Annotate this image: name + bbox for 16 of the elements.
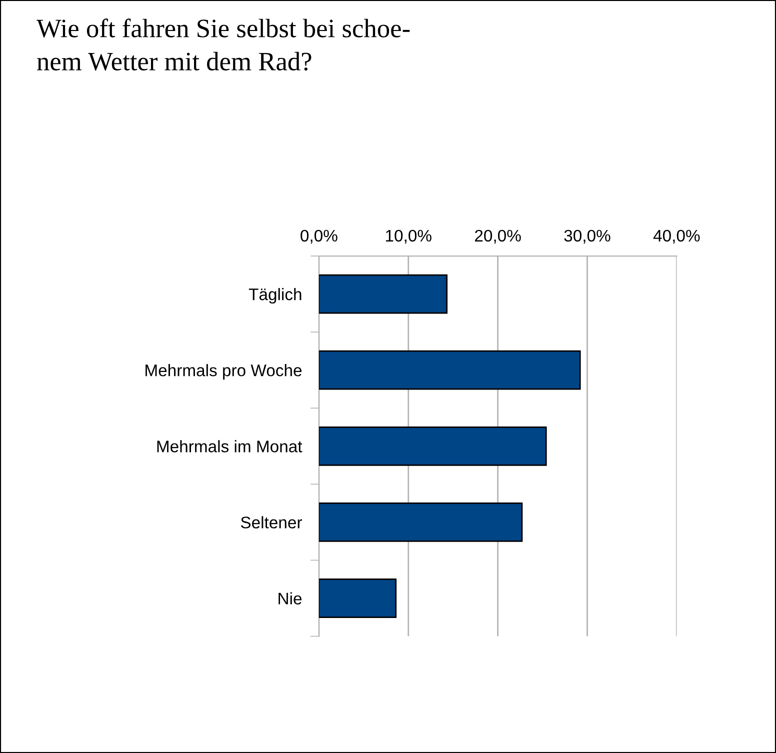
bar bbox=[318, 274, 448, 314]
x-tick-label: 10,0% bbox=[386, 230, 432, 244]
y-tick-label: Täglich bbox=[248, 288, 302, 304]
chart-title: Wie oft fahren Sie selbst bei schoe- nem Wetter mit dem Rad? bbox=[36, 18, 410, 71]
y-tick-label: Nie bbox=[278, 592, 302, 604]
x-tick-label: 20,0% bbox=[475, 230, 521, 244]
y-tick-label: Mehrmals im Monat bbox=[157, 440, 302, 452]
x-tick-label: 30,0% bbox=[564, 230, 610, 244]
x-tick-label: 40,0% bbox=[653, 230, 700, 244]
bar bbox=[318, 350, 581, 390]
bar bbox=[318, 502, 523, 542]
y-tick-label: Seltener bbox=[240, 516, 302, 528]
y-tick-label: Mehrmals pro Woche bbox=[146, 364, 302, 380]
bar bbox=[318, 578, 397, 618]
x-tick-label: 0,0% bbox=[300, 230, 338, 244]
bar bbox=[318, 426, 547, 466]
